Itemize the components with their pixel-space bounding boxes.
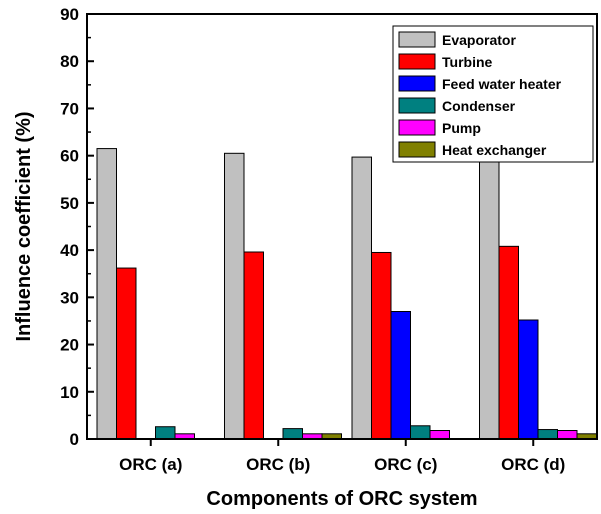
- bar-turbine: [498, 245, 519, 440]
- bar-turbine: [371, 251, 392, 440]
- x-tick-label: ORC (b): [246, 455, 310, 474]
- legend-swatch: [398, 53, 436, 70]
- bar-condenser: [410, 425, 431, 440]
- legend-swatch: [398, 141, 436, 158]
- bar-pump: [557, 430, 578, 440]
- bar-feed-water-heater: [390, 311, 411, 440]
- legend-swatch: [398, 31, 436, 48]
- legend: Evaporator Turbine Feed water heater Conden…: [392, 25, 594, 163]
- y-axis: 0 10 20 30 40 50 60 70 80 90: [60, 5, 94, 449]
- bar-turbine: [243, 251, 264, 440]
- legend-box: [392, 25, 594, 163]
- legend-label: Feed water heater: [442, 76, 562, 92]
- bar-condenser: [537, 429, 558, 440]
- bars-group: [96, 148, 597, 440]
- legend-swatch: [398, 119, 436, 136]
- bar-condenser: [155, 426, 176, 440]
- y-tick-label: 60: [60, 147, 79, 166]
- y-axis-title: Influence coefficient (%): [13, 111, 35, 341]
- x-tick-label: ORC (a): [119, 455, 182, 474]
- bar-evaporator: [224, 152, 245, 440]
- bar-turbine: [116, 267, 137, 440]
- bar-feed-water-heater: [518, 319, 539, 440]
- x-tick-label: ORC (d): [501, 455, 565, 474]
- x-tick-label: ORC (c): [374, 455, 437, 474]
- x-axis-title: Components of ORC system: [206, 488, 477, 510]
- y-tick-label: 10: [60, 383, 79, 402]
- bar-evaporator: [351, 156, 372, 440]
- y-tick-label: 70: [60, 99, 79, 118]
- y-tick-label: 90: [60, 5, 79, 24]
- legend-label: Pump: [442, 120, 481, 136]
- y-tick-label: 0: [70, 430, 79, 449]
- bar-condenser: [282, 428, 303, 440]
- y-tick-label: 40: [60, 241, 79, 260]
- y-tick-label: 20: [60, 336, 79, 355]
- bar-evaporator: [479, 159, 500, 440]
- legend-label: Turbine: [442, 54, 493, 70]
- legend-label: Condenser: [442, 98, 516, 114]
- y-tick-label: 80: [60, 52, 79, 71]
- legend-label: Evaporator: [442, 32, 516, 48]
- x-axis: ORC (a) ORC (b) ORC (c) ORC (d): [119, 439, 565, 474]
- legend-swatch: [398, 97, 436, 114]
- legend-label: Heat exchanger: [442, 142, 547, 158]
- legend-swatch: [398, 75, 436, 92]
- bar-pump: [429, 430, 450, 440]
- y-tick-label: 30: [60, 288, 79, 307]
- bar-evaporator: [96, 148, 117, 440]
- y-tick-label: 50: [60, 194, 79, 213]
